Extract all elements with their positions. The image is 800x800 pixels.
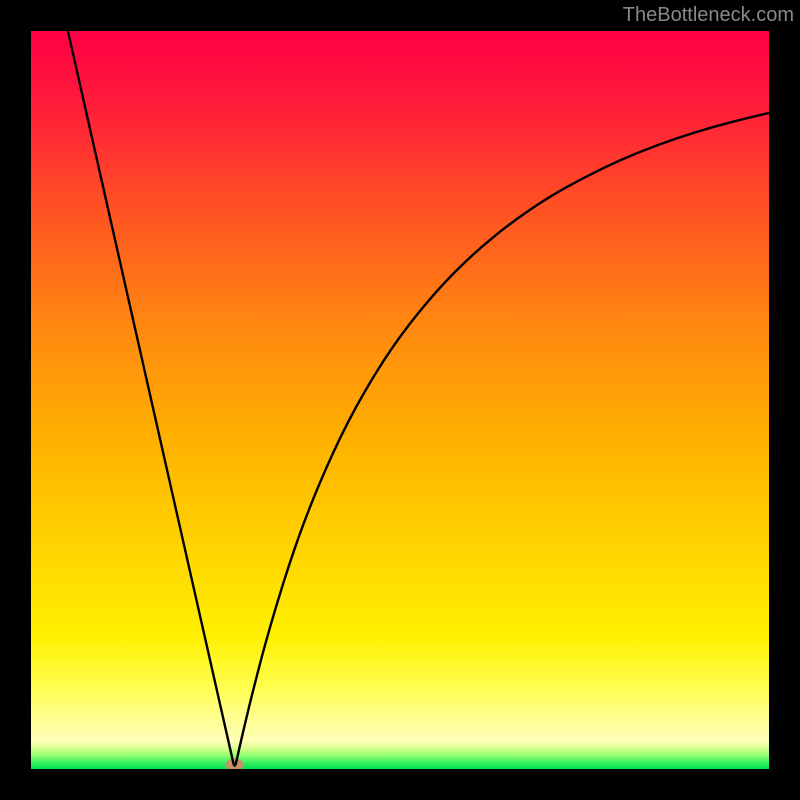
watermark-label: TheBottleneck.com	[623, 4, 794, 27]
plot-svg	[31, 31, 769, 769]
gradient-background	[31, 31, 769, 769]
bottleneck-chart-figure: TheBottleneck.com	[0, 0, 800, 800]
plot-area	[31, 31, 769, 769]
